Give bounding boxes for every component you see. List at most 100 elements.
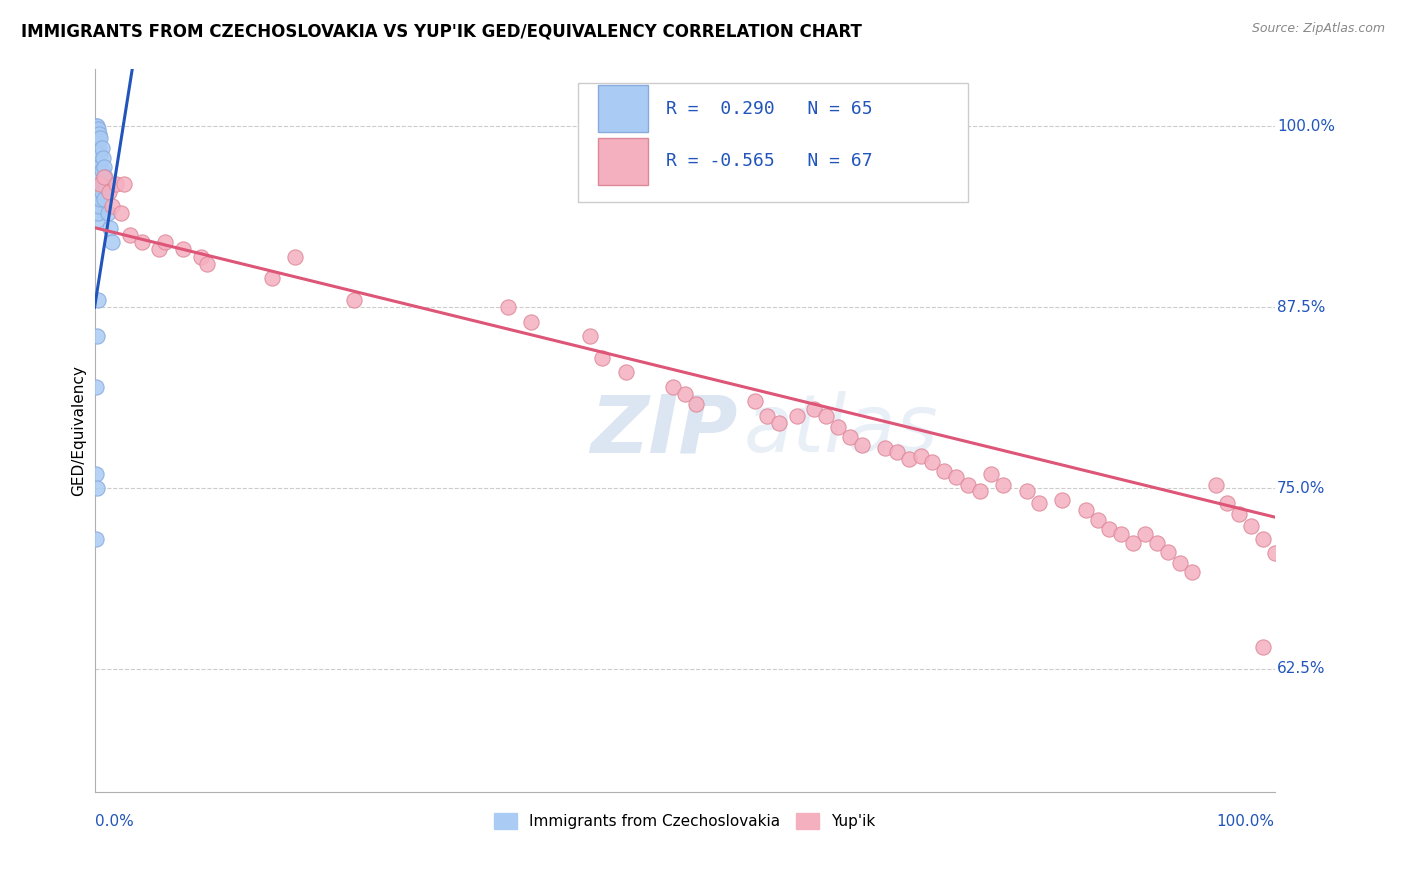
Text: atlas: atlas xyxy=(744,392,938,469)
Point xyxy=(815,409,838,423)
Point xyxy=(1050,492,1073,507)
Point xyxy=(101,199,124,213)
Point xyxy=(851,438,873,452)
Point xyxy=(87,160,110,174)
Point xyxy=(980,467,1002,481)
Point xyxy=(96,180,118,194)
Point xyxy=(86,134,108,148)
Point xyxy=(1240,518,1263,533)
Point xyxy=(945,469,967,483)
FancyBboxPatch shape xyxy=(578,83,967,202)
Point xyxy=(84,532,107,546)
Point xyxy=(1181,565,1204,579)
Point xyxy=(744,394,766,409)
Point xyxy=(89,148,111,162)
Text: R =  0.290   N = 65: R = 0.290 N = 65 xyxy=(665,100,872,118)
Point xyxy=(1205,478,1227,492)
Text: 100.0%: 100.0% xyxy=(1277,119,1334,134)
Point xyxy=(1227,507,1250,521)
Point xyxy=(910,450,932,464)
Point xyxy=(87,206,110,220)
Point xyxy=(89,178,111,192)
Point xyxy=(1168,557,1191,571)
Point xyxy=(89,192,111,206)
Point xyxy=(86,180,108,194)
Point xyxy=(84,166,107,180)
Point xyxy=(1074,503,1097,517)
Text: 75.0%: 75.0% xyxy=(1277,481,1326,496)
Point xyxy=(86,124,108,138)
Point xyxy=(101,235,124,249)
Point xyxy=(673,387,696,401)
Point xyxy=(172,243,194,257)
Point xyxy=(260,271,283,285)
Point xyxy=(1098,522,1121,536)
Point xyxy=(343,293,366,307)
Point xyxy=(84,380,107,394)
Point xyxy=(148,243,170,257)
Text: R = -0.565   N = 67: R = -0.565 N = 67 xyxy=(665,153,872,170)
Point xyxy=(98,220,121,235)
Point xyxy=(93,160,115,174)
Point xyxy=(87,131,110,145)
Point xyxy=(96,206,118,220)
Point xyxy=(1015,483,1038,498)
Point xyxy=(1087,513,1109,527)
Point xyxy=(84,467,107,481)
Point xyxy=(87,173,110,187)
Point xyxy=(1157,545,1180,559)
Point xyxy=(90,141,112,155)
Point xyxy=(89,141,111,155)
Y-axis label: GED/Equivalency: GED/Equivalency xyxy=(72,365,86,496)
Point xyxy=(91,174,114,188)
Point xyxy=(112,178,135,192)
Text: Source: ZipAtlas.com: Source: ZipAtlas.com xyxy=(1251,22,1385,36)
Point xyxy=(97,185,120,199)
Point xyxy=(94,169,117,184)
Point xyxy=(756,409,779,423)
Point xyxy=(90,185,112,199)
Point xyxy=(84,120,107,134)
Text: 0.0%: 0.0% xyxy=(94,814,134,829)
Point xyxy=(496,300,519,314)
Point xyxy=(93,169,115,184)
Point xyxy=(84,127,107,141)
Point xyxy=(1264,546,1286,560)
Point xyxy=(838,430,860,444)
Point xyxy=(1146,536,1168,550)
Point xyxy=(86,213,108,227)
Point xyxy=(886,445,908,459)
Point xyxy=(87,189,110,203)
Point xyxy=(685,397,707,411)
Point xyxy=(1028,495,1050,509)
Point xyxy=(89,169,111,183)
Point xyxy=(86,166,108,180)
Point xyxy=(190,250,212,264)
Point xyxy=(921,455,943,469)
Point xyxy=(1122,536,1144,550)
Point xyxy=(897,452,920,467)
Point xyxy=(662,380,685,394)
Point xyxy=(104,178,127,192)
Point xyxy=(768,416,790,430)
Point xyxy=(956,478,979,492)
FancyBboxPatch shape xyxy=(599,86,648,133)
Point xyxy=(969,483,991,498)
Point xyxy=(803,401,825,416)
Text: 100.0%: 100.0% xyxy=(1216,814,1275,829)
Legend: Immigrants from Czechoslovakia, Yup'ik: Immigrants from Czechoslovakia, Yup'ik xyxy=(488,806,882,835)
Point xyxy=(84,199,107,213)
Point xyxy=(86,194,108,209)
Point xyxy=(89,178,111,192)
Point xyxy=(86,481,108,495)
Point xyxy=(1133,527,1156,541)
Point xyxy=(84,180,107,194)
Point xyxy=(591,351,613,365)
Point xyxy=(786,409,808,423)
Text: ZIP: ZIP xyxy=(591,392,738,469)
Point xyxy=(195,257,218,271)
FancyBboxPatch shape xyxy=(599,138,648,186)
Point xyxy=(991,478,1014,492)
Point xyxy=(91,151,114,165)
Text: 87.5%: 87.5% xyxy=(1277,300,1326,315)
